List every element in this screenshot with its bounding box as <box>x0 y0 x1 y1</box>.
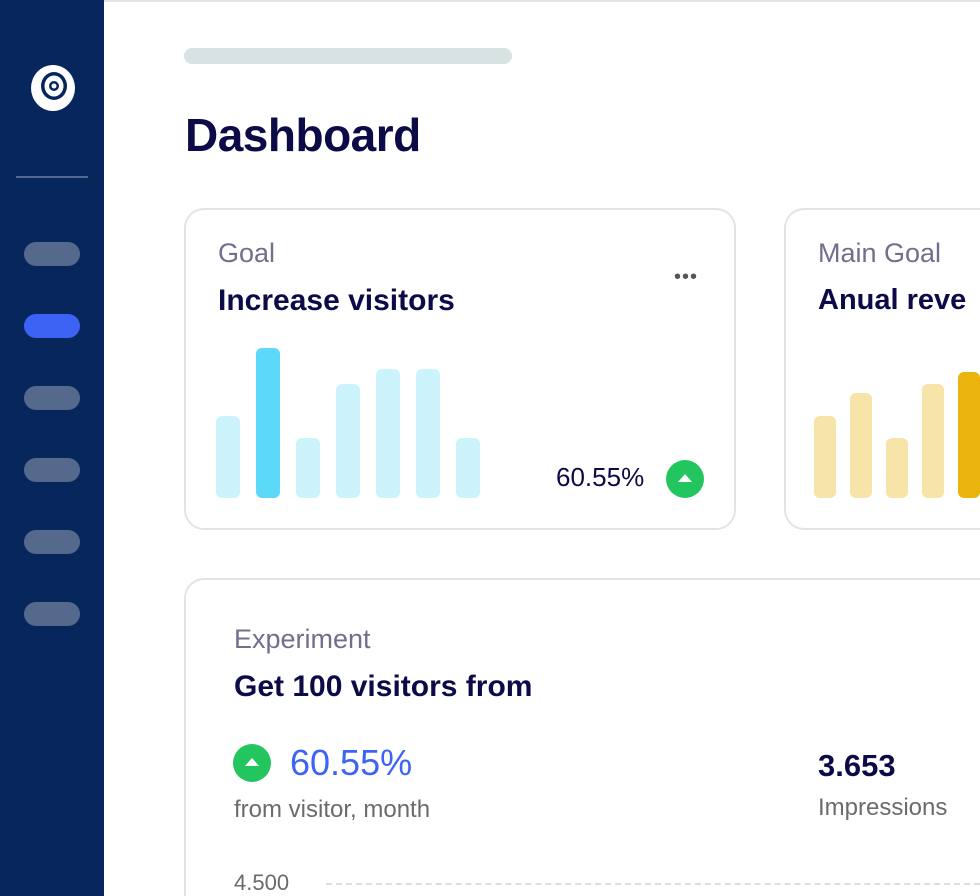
bar <box>958 372 980 498</box>
bar <box>814 415 836 498</box>
bar <box>256 348 280 498</box>
arrow-up-icon <box>666 460 704 498</box>
goal-label: Goal <box>218 238 276 268</box>
top-border <box>104 0 980 2</box>
sidebar-item-6[interactable] <box>24 602 80 626</box>
axis-tick-label: 4.500 <box>234 870 290 895</box>
bar <box>416 369 440 498</box>
bar <box>296 438 320 498</box>
bar <box>216 415 240 498</box>
goal-title: Increase visitors <box>218 284 455 317</box>
bar <box>376 369 400 498</box>
goal-change: 60.55% <box>556 462 645 492</box>
impressions-value: 3.653 <box>818 748 896 783</box>
main-goal-title: Anual reve <box>818 284 967 316</box>
bar <box>336 384 360 498</box>
experiment-change: 60.55% <box>290 742 413 783</box>
experiment-label: Experiment <box>234 624 371 654</box>
page-title: Dashboard <box>185 109 421 161</box>
bar <box>922 384 944 498</box>
sidebar-item-4[interactable] <box>24 458 80 482</box>
target-icon[interactable] <box>30 64 76 112</box>
sidebar <box>0 0 104 896</box>
main-goal-card[interactable]: Main Goal Anual reve <box>784 208 980 530</box>
experiment-change-caption: from visitor, month <box>234 796 431 823</box>
more-horizontal-icon[interactable]: ••• <box>674 266 699 288</box>
bar <box>850 393 872 498</box>
sidebar-divider <box>16 176 88 178</box>
bar <box>886 438 908 498</box>
arrow-up-icon <box>233 744 271 782</box>
main-goal-label: Main Goal <box>818 238 942 268</box>
goal-card[interactable]: Goal Increase visitors ••• 60.55% <box>184 208 736 530</box>
gridline <box>326 883 980 885</box>
sidebar-item-1[interactable] <box>24 242 80 266</box>
sidebar-item-3[interactable] <box>24 386 80 410</box>
bar <box>456 438 480 498</box>
breadcrumb-placeholder <box>184 48 512 64</box>
sidebar-item-5[interactable] <box>24 530 80 554</box>
sidebar-item-2-active[interactable] <box>24 314 80 338</box>
experiment-title: Get 100 visitors from <box>234 670 533 703</box>
experiment-card[interactable]: Experiment Get 100 visitors from 60.55% … <box>184 578 980 896</box>
impressions-label: Impressions <box>818 794 948 821</box>
